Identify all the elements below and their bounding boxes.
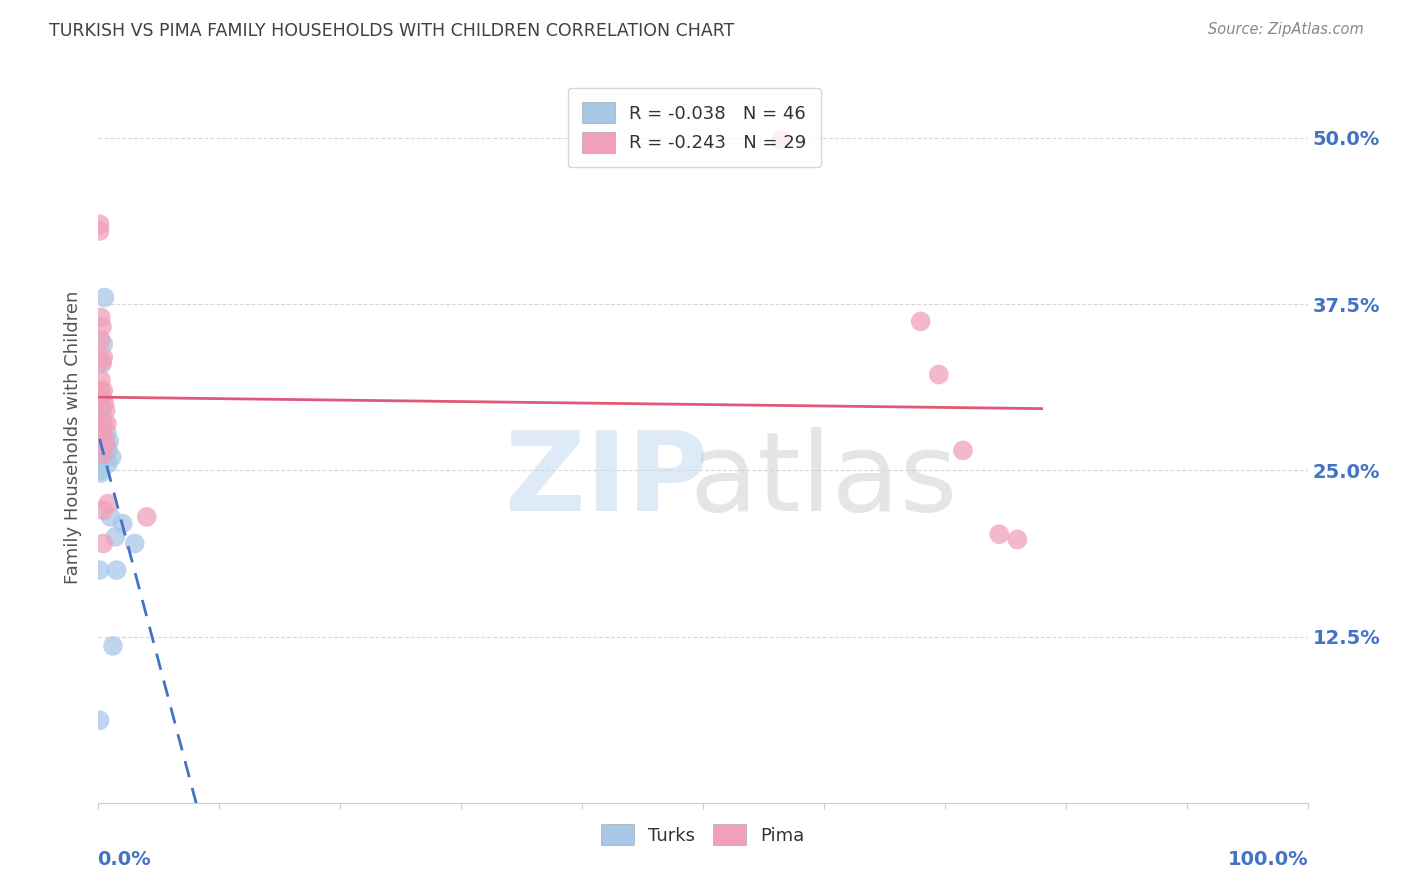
Point: [90, 403, 112, 417]
Point: [1007, 533, 1029, 547]
Point: [90, 373, 112, 387]
Point: [91, 436, 114, 450]
Text: TURKISH VS PIMA FAMILY HOUSEHOLDS WITH CHILDREN CORRELATION CHART: TURKISH VS PIMA FAMILY HOUSEHOLDS WITH C…: [49, 22, 734, 40]
Point: [91, 426, 114, 441]
Text: Source: ZipAtlas.com: Source: ZipAtlas.com: [1208, 22, 1364, 37]
Point: [89, 714, 111, 728]
Point: [90, 333, 112, 347]
Point: [135, 509, 157, 524]
Point: [98, 434, 121, 448]
Text: atlas: atlas: [690, 427, 957, 534]
Point: [91, 536, 114, 550]
Point: [100, 509, 122, 524]
Text: 100.0%: 100.0%: [1229, 850, 1309, 870]
Point: [91, 417, 114, 431]
Point: [91, 357, 114, 371]
Point: [89, 457, 111, 471]
Point: [91, 390, 114, 404]
Point: [91, 443, 114, 458]
Point: [91, 417, 114, 431]
Point: [89, 397, 111, 411]
Point: [91, 450, 114, 464]
Point: [89, 434, 111, 448]
Point: [910, 314, 932, 328]
Point: [100, 450, 122, 464]
Point: [89, 563, 111, 577]
Point: [111, 516, 134, 531]
Point: [91, 447, 114, 461]
Point: [89, 426, 111, 441]
Point: [91, 403, 114, 417]
Point: [93, 397, 115, 411]
Legend: Turks, Pima: Turks, Pima: [595, 817, 811, 852]
Point: [89, 463, 111, 477]
Point: [89, 384, 111, 398]
Point: [89, 450, 111, 464]
Point: [89, 217, 111, 231]
Point: [90, 457, 112, 471]
Point: [93, 430, 115, 444]
Point: [104, 530, 127, 544]
Point: [928, 368, 950, 382]
Y-axis label: Family Households with Children: Family Households with Children: [65, 291, 83, 583]
Point: [90, 466, 112, 480]
Point: [89, 403, 111, 417]
Point: [91, 426, 114, 441]
Point: [90, 421, 112, 435]
Point: [94, 403, 117, 417]
Point: [105, 563, 128, 577]
Point: [101, 639, 124, 653]
Point: [94, 436, 117, 450]
Text: 0.0%: 0.0%: [97, 850, 150, 870]
Point: [93, 430, 115, 444]
Point: [96, 426, 118, 441]
Point: [94, 447, 117, 461]
Point: [952, 443, 974, 458]
Point: [89, 443, 111, 458]
Text: ZIP: ZIP: [505, 427, 709, 534]
Point: [94, 436, 117, 450]
Point: [89, 224, 111, 238]
Point: [90, 310, 112, 325]
Point: [93, 439, 115, 453]
Point: [91, 337, 114, 351]
Point: [97, 457, 120, 471]
Point: [90, 434, 112, 448]
Point: [97, 497, 120, 511]
Point: [93, 290, 115, 304]
Point: [91, 384, 114, 398]
Point: [988, 527, 1011, 541]
Point: [91, 354, 114, 368]
Point: [96, 417, 118, 431]
Point: [91, 503, 114, 517]
Point: [770, 134, 793, 148]
Point: [89, 417, 111, 431]
Point: [91, 351, 114, 365]
Point: [89, 410, 111, 425]
Point: [91, 319, 114, 334]
Point: [90, 447, 112, 461]
Point: [91, 452, 114, 467]
Point: [96, 439, 118, 453]
Point: [97, 443, 120, 458]
Point: [93, 450, 115, 464]
Point: [124, 536, 146, 550]
Point: [90, 384, 112, 398]
